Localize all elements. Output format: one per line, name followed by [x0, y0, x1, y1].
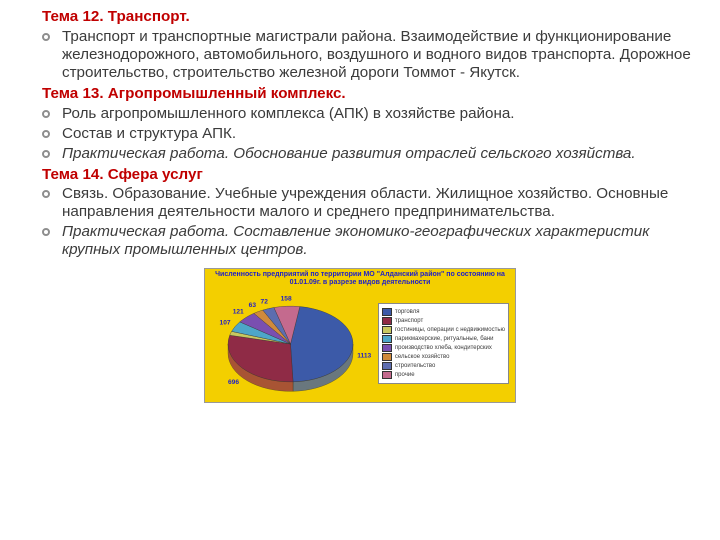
- list-item: Транспорт и транспортные магистрали райо…: [20, 27, 700, 83]
- legend-swatch: [382, 353, 392, 361]
- theme-12-title: Тема 12. Транспорт.: [42, 8, 700, 26]
- legend-swatch: [382, 371, 392, 379]
- legend-label: прочие: [395, 372, 415, 379]
- svg-text:696: 696: [228, 379, 239, 386]
- legend-label: гостиницы, операции с недвижимостью: [395, 327, 505, 334]
- chart-title: Численность предприятий по территории МО…: [205, 269, 515, 288]
- legend-item: строительство: [382, 362, 505, 370]
- legend-label: торговля: [395, 309, 420, 316]
- legend-swatch: [382, 308, 392, 316]
- legend-label: транспорт: [395, 318, 423, 325]
- list-item: Практическая работа. Обоснование развити…: [20, 144, 700, 164]
- chart-container: Численность предприятий по территории МО…: [20, 268, 700, 403]
- svg-text:158: 158: [281, 295, 292, 302]
- legend-item: парикмахерские, ритуальные, бани: [382, 335, 505, 343]
- svg-text:121: 121: [233, 308, 244, 315]
- legend-item: прочие: [382, 371, 505, 379]
- legend-item: сельское хозяйство: [382, 353, 505, 361]
- legend-label: сельское хозяйство: [395, 354, 450, 361]
- legend-label: производство хлеба, кондитерских: [395, 345, 492, 352]
- svg-text:1113: 1113: [357, 352, 371, 359]
- legend-swatch: [382, 335, 392, 343]
- theme-14-list: Связь. Образование. Учебные учреждения о…: [20, 184, 700, 260]
- legend-label: строительство: [395, 363, 435, 370]
- legend-item: торговля: [382, 308, 505, 316]
- legend-swatch: [382, 326, 392, 334]
- pie-svg: 1113 696 107121 63 72 158: [211, 290, 372, 398]
- svg-text:63: 63: [249, 302, 257, 309]
- legend-item: транспорт: [382, 317, 505, 325]
- list-item: Связь. Образование. Учебные учреждения о…: [20, 184, 700, 222]
- theme-13-list: Роль агропромышленного комплекса (АПК) в…: [20, 104, 700, 164]
- list-item: Практическая работа. Составление экономи…: [20, 222, 700, 260]
- legend-swatch: [382, 317, 392, 325]
- legend-label: парикмахерские, ритуальные, бани: [395, 336, 494, 343]
- theme-13-title: Тема 13. Агропромышленный комплекс.: [42, 85, 700, 103]
- svg-text:72: 72: [261, 298, 269, 305]
- theme-14-title: Тема 14. Сфера услуг: [42, 166, 700, 184]
- svg-text:107: 107: [220, 319, 231, 326]
- pie-chart: Численность предприятий по территории МО…: [204, 268, 516, 403]
- legend-swatch: [382, 362, 392, 370]
- list-item: Роль агропромышленного комплекса (АПК) в…: [20, 104, 700, 124]
- theme-12-list: Транспорт и транспортные магистрали райо…: [20, 27, 700, 83]
- legend-swatch: [382, 344, 392, 352]
- list-item: Состав и структура АПК.: [20, 124, 700, 144]
- legend-item: производство хлеба, кондитерских: [382, 344, 505, 352]
- slide-body: Тема 12. Транспорт. Транспорт и транспор…: [0, 0, 720, 403]
- chart-legend: торговля транспорт гостиницы, операции с н…: [378, 303, 509, 384]
- legend-item: гостиницы, операции с недвижимостью: [382, 326, 505, 334]
